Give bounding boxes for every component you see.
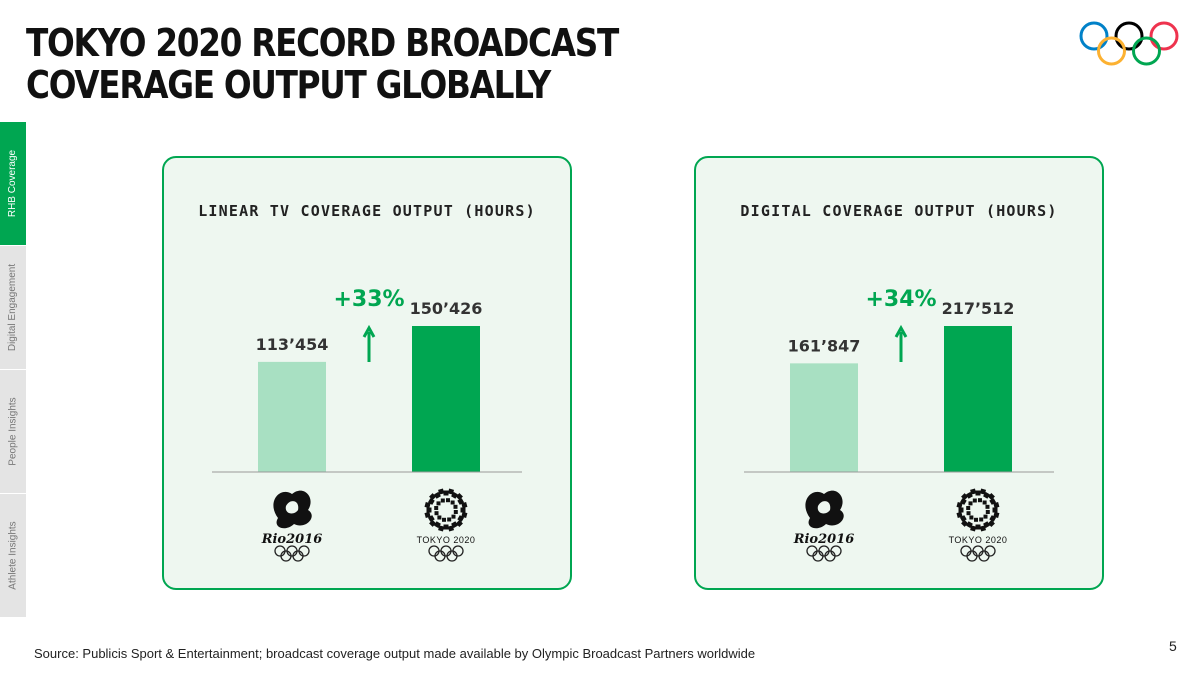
chart-title: LINEAR TV COVERAGE OUTPUT (HOURS) xyxy=(198,202,536,220)
rio-2016-logo: Rio2016 xyxy=(261,490,323,547)
section-nav: RHB Coverage Digital Engagement People I… xyxy=(0,122,26,618)
change-label: +34% xyxy=(865,287,936,312)
logo-text: Rio2016 xyxy=(793,532,855,547)
olympic-rings-icon xyxy=(806,545,842,562)
nav-tab-label: Athlete Insights xyxy=(7,521,19,590)
digital-bar-chart: 161’847 217’512 +34% Rio2016 TOKYO 2020 xyxy=(744,287,1054,562)
page-number: 5 xyxy=(1169,638,1177,654)
olympic-rings-icon xyxy=(960,545,996,562)
olympic-rings-icon xyxy=(1079,21,1179,66)
bar-tokyo-2020 xyxy=(944,326,1012,472)
bar-tokyo-2020 xyxy=(412,326,480,472)
bar-rio-2016 xyxy=(790,363,858,472)
bar-value-label: 113’454 xyxy=(256,335,329,354)
linear-tv-bar-chart: 113’454 150’426 +33% Rio2016 TOKYO 2020 xyxy=(212,287,522,562)
source-note: Source: Publicis Sport & Entertainment; … xyxy=(34,646,756,661)
change-label: +33% xyxy=(333,287,404,312)
bar-rio-2016 xyxy=(258,361,326,472)
bar-value-label: 217’512 xyxy=(942,299,1015,318)
linear-tv-chart-panel: LINEAR TV COVERAGE OUTPUT (HOURS) 113’45… xyxy=(162,156,572,590)
tokyo-2020-emblem: TOKYO 2020 xyxy=(417,488,476,545)
up-arrow-icon xyxy=(894,324,908,362)
logo-text: TOKYO 2020 xyxy=(949,535,1008,545)
tokyo-2020-emblem: TOKYO 2020 xyxy=(949,488,1008,545)
nav-tab-label: RHB Coverage xyxy=(7,149,19,218)
slide-title: TOKYO 2020 RECORD BROADCAST COVERAGE OUT… xyxy=(26,21,619,107)
olympic-rings-icon xyxy=(274,545,310,562)
rio-2016-logo: Rio2016 xyxy=(793,490,855,547)
chart-title: DIGITAL COVERAGE OUTPUT (HOURS) xyxy=(740,202,1058,220)
nav-tab-athlete-insights[interactable]: Athlete Insights xyxy=(0,494,26,618)
logo-text: TOKYO 2020 xyxy=(417,535,476,545)
digital-chart-panel: DIGITAL COVERAGE OUTPUT (HOURS) 161’847 2… xyxy=(694,156,1104,590)
nav-tab-rhb-coverage[interactable]: RHB Coverage xyxy=(0,122,26,246)
bar-value-label: 161’847 xyxy=(788,336,861,355)
olympic-rings-icon xyxy=(428,545,464,562)
up-arrow-icon xyxy=(362,324,376,362)
nav-tab-label: People Insights xyxy=(7,397,19,466)
nav-tab-label: Digital Engagement xyxy=(7,263,19,352)
logo-text: Rio2016 xyxy=(261,532,323,547)
nav-tab-people-insights[interactable]: People Insights xyxy=(0,370,26,494)
bar-value-label: 150’426 xyxy=(410,299,483,318)
nav-tab-digital-engagement[interactable]: Digital Engagement xyxy=(0,246,26,370)
